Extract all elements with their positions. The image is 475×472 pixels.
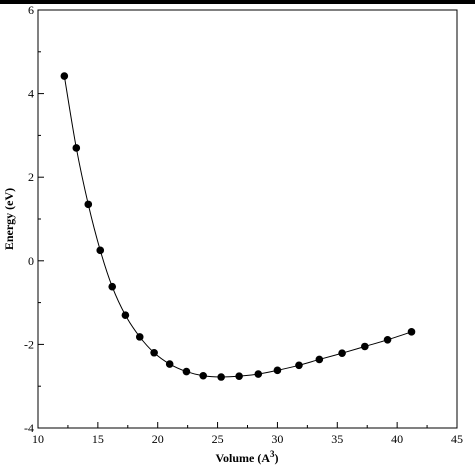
data-point [338, 349, 346, 357]
data-point [361, 342, 369, 351]
y-tick-label: -4 [24, 421, 34, 435]
data-point [254, 370, 263, 378]
x-tick-label: 45 [451, 432, 463, 446]
data-point [96, 246, 105, 255]
plot-frame [37, 9, 458, 429]
data-point [72, 144, 81, 152]
y-tick-label: 6 [28, 3, 34, 17]
x-axis-ticks: 10 15 20 25 30 35 40 45 [32, 422, 463, 446]
x-tick-label: 15 [92, 432, 104, 446]
x-tick-label: 20 [152, 432, 164, 446]
data-point [60, 72, 69, 80]
data-point [383, 336, 392, 344]
data-point [273, 366, 282, 375]
data-point [407, 328, 416, 336]
data-point [135, 333, 144, 341]
x-axis-title: Volume (A3) [215, 449, 278, 465]
series-points [60, 72, 416, 381]
y-tick-label: 2 [28, 170, 34, 184]
x-tick-label: 10 [32, 432, 44, 446]
x-tick-label: 35 [331, 432, 343, 446]
x-tick-label: 25 [212, 432, 224, 446]
data-point [182, 367, 191, 376]
series-line [63, 75, 412, 378]
y-tick-label: 4 [28, 87, 34, 101]
data-point [165, 360, 174, 368]
x-tick-label: 40 [391, 432, 403, 446]
data-point [121, 311, 130, 319]
data-point [295, 361, 303, 370]
y-tick-label: 0 [28, 254, 34, 268]
data-point [150, 348, 158, 357]
data-point [84, 200, 93, 209]
y-axis-ticks: -4 -2 0 2 4 6 [24, 3, 44, 435]
y-tick-label: -2 [24, 337, 34, 351]
top-border [0, 0, 475, 4]
data-point [199, 371, 208, 380]
y-axis-title: Energy (eV) [2, 188, 16, 250]
data-point [217, 373, 225, 381]
x-tick-label: 30 [271, 432, 283, 446]
data-point [235, 372, 243, 380]
data-point [315, 355, 324, 364]
data-point [108, 282, 117, 291]
